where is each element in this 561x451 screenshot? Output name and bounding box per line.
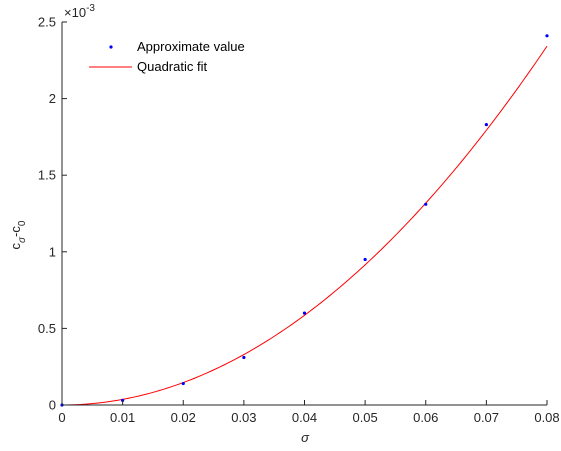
x-tick-label: 0.02 [171, 410, 196, 425]
data-point [181, 381, 185, 386]
y-tick-label: 1.5 [38, 168, 56, 183]
x-axis-label: σ [301, 430, 310, 445]
data-point [242, 355, 246, 360]
x-tick-label: 0.05 [352, 410, 377, 425]
y-tick-label: 2 [49, 91, 56, 106]
data-point [545, 34, 549, 38]
x-tick-labels: 0 0.01 0.02 0.03 0.04 0.05 0.06 0.07 0.08 [58, 410, 559, 425]
x-tick-label: 0.03 [231, 410, 256, 425]
data-point [302, 311, 307, 315]
data-point [363, 257, 367, 262]
x-tick-label: 0.01 [110, 410, 135, 425]
data-point [484, 123, 488, 127]
legend: Approximate value Quadratic fit [89, 39, 245, 74]
legend-marker-approximate-value [109, 45, 113, 49]
x-tick-label: 0.04 [292, 410, 317, 425]
plot-area [60, 34, 549, 407]
y-exponent-label: ×10-3 [64, 3, 95, 20]
y-tick-label: 0.5 [38, 321, 56, 336]
x-tick-label: 0 [58, 410, 65, 425]
x-tick-label: 0.06 [413, 410, 438, 425]
data-point [424, 202, 428, 206]
x-tick-label: 0.07 [474, 410, 499, 425]
y-tick-labels: 0 0.5 1 1.5 2 2.5 [38, 15, 56, 413]
y-axis-label: cσ-c0 [8, 220, 28, 249]
legend-label-approximate-value: Approximate value [137, 39, 245, 54]
axes [61, 21, 548, 406]
x-tick-label: 0.08 [534, 410, 559, 425]
legend-label-quadratic-fit: Quadratic fit [137, 59, 207, 74]
y-tick-label: 2.5 [38, 15, 56, 30]
y-tick-label: 0 [49, 398, 56, 413]
y-tick-label: 1 [49, 244, 56, 259]
quadratic-fit-line [61, 45, 548, 406]
